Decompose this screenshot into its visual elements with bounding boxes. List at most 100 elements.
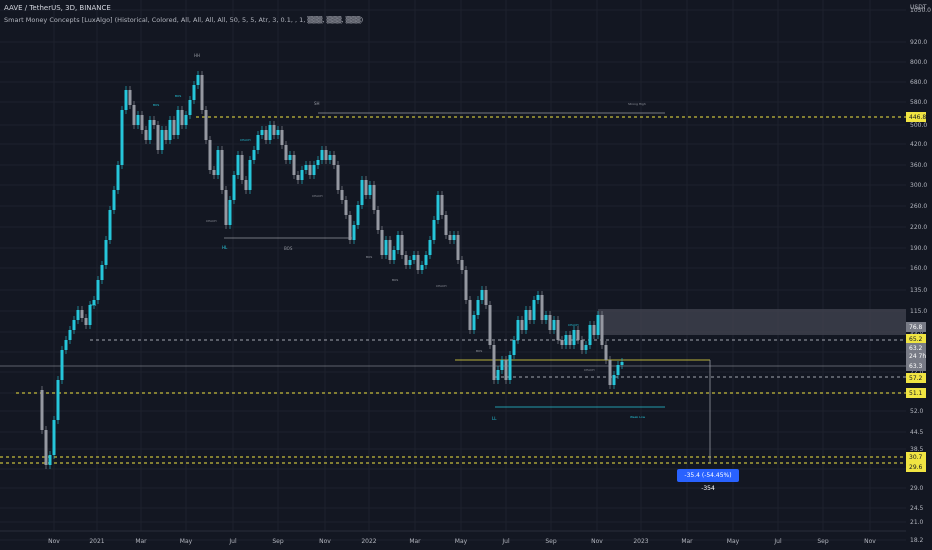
candle-body [248,160,252,190]
candle-body [176,110,180,135]
candle-body [452,235,456,240]
label-hh: HH [194,53,200,58]
candle-body [420,265,424,270]
candle-body [332,155,336,165]
time-label: 2022 [361,538,376,545]
price-tick: 160.0 [910,265,927,272]
svg-text:63.3: 63.3 [909,363,923,370]
candle-body [172,120,176,135]
candle-body [128,90,132,105]
candlestick-series [40,71,624,469]
label-bos-5: BOS [366,255,372,259]
candle-body [516,320,520,340]
candle-body [84,318,88,325]
candle-body [148,120,152,140]
candle-body [64,340,68,350]
price-tick: 420.0 [910,141,927,148]
price-tick: 680.0 [910,79,927,86]
candle-body [212,170,216,175]
candle-body [216,150,220,175]
candle-body [364,180,368,195]
candle-body [100,265,104,280]
structure-labels: HH SH HL LL BOS Strong High Weak Low CHo… [90,53,646,421]
candle-body [236,155,240,175]
candle-body [184,115,188,125]
price-badges: 446.8 76.8 65.2 63.224 7h 63.3 57.2 51.1 30.7 29… [906,112,926,472]
candle-body [52,420,56,455]
candle-body [296,175,300,180]
candle-body [160,130,164,150]
candle-body [376,210,380,230]
time-label: May [180,538,193,545]
candle-body [92,300,96,305]
candle-body [584,345,588,350]
supply-zone [598,309,906,335]
candle-body [312,165,316,175]
candle-body [568,335,572,345]
candle-body [440,195,444,215]
candle-body [316,160,320,165]
price-tick: 190.0 [910,245,927,252]
label-choch-1: CHoCH [240,138,251,142]
candle-body [552,320,556,330]
svg-text:51.1: 51.1 [909,390,923,397]
price-badge: 63.3 [906,361,926,371]
candle-body [488,305,492,345]
candle-body [500,360,504,370]
candle-body [404,255,408,265]
candle-body [544,315,548,320]
price-badge: 24 7h [906,351,926,361]
currency-label: USDT [910,4,927,11]
candle-body [424,255,428,265]
candle-body [564,335,568,345]
candle-body [348,215,352,240]
candle-body [124,90,128,110]
svg-text:29.6: 29.6 [909,464,923,471]
label-bos-6: BOS [392,278,398,282]
candle-body [224,190,228,225]
candle-body [512,340,516,355]
indicator-title[interactable]: Smart Money Concepts [LuxAlgo] (Historic… [4,16,364,24]
label-hl: HL [222,245,228,250]
candle-body [492,345,496,380]
price-tick: 135.0 [910,287,927,294]
price-tick: 44.5 [910,429,924,436]
label-choch-5: CHoCH [584,368,595,372]
candle-body [132,105,136,125]
label-choch-3: CHoCH [312,194,323,198]
candle-body [508,355,512,380]
candle-body [428,240,432,255]
measure-badge: -35.4 (-54.45%) -354 [677,469,739,492]
candle-body [504,360,508,380]
symbol-title[interactable]: AAVE / TetherUS, 3D, BINANCE [4,4,111,12]
price-tick: 260.0 [910,203,927,210]
svg-text:57.2: 57.2 [909,375,923,382]
candle-body [40,390,44,430]
price-tick: 800.0 [910,59,927,66]
time-label: Mar [409,538,421,545]
candle-body [472,315,476,330]
time-label: Mar [681,538,693,545]
price-tick: 115.0 [910,308,927,315]
candle-body [228,200,232,225]
candle-body [496,370,500,380]
time-label: Nov [864,538,876,545]
candle-body [596,315,600,335]
candle-body [540,295,544,320]
candle-body [456,235,460,260]
time-axis[interactable]: Nov 2021 Mar May Jul Sep Nov 2022 Mar May Jul Sep No… [48,538,876,545]
candle-body [168,120,172,140]
candle-body [520,320,524,330]
candle-body [604,345,608,360]
candle-body [300,170,304,180]
candle-body [460,260,464,270]
candle-body [116,165,120,190]
candle-body [136,115,140,125]
candle-body [356,205,360,225]
price-badge: 29.6 [906,462,926,472]
candle-body [360,180,364,205]
candle-body [532,300,536,320]
candle-body [244,180,248,190]
candle-body [524,310,528,330]
